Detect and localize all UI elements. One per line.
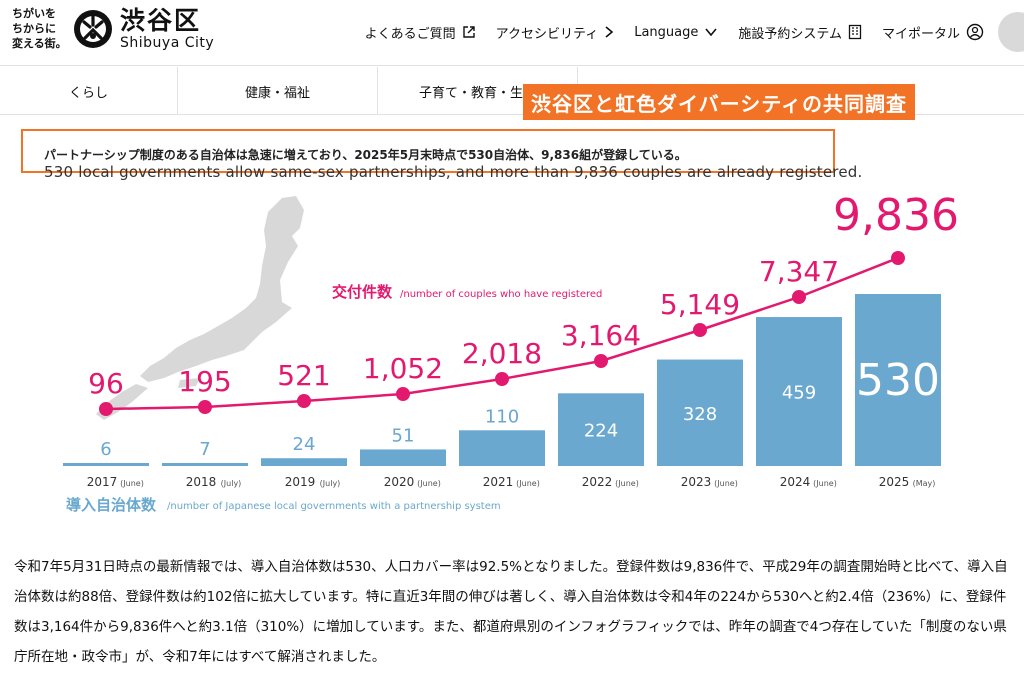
bar-value-label: 24	[293, 434, 316, 455]
line-point	[594, 354, 608, 368]
x-tick-label: 2017	[87, 475, 118, 489]
my-portal-link[interactable]: マイポータル	[882, 23, 984, 42]
summary-paragraph: 令和7年5月31日時点の最新情報では、導入自治体数は530、人口カバー率は92.…	[14, 559, 1008, 665]
x-tick-note: (June)	[417, 479, 441, 488]
bar-2021	[459, 430, 545, 466]
bar-value-label: 530	[856, 355, 940, 406]
line-value-label: 9,836	[833, 190, 959, 241]
bar-2024	[756, 317, 842, 466]
site-logo[interactable]: ちがいを ちからに 変える街。 渋谷区 Shibuya City	[12, 6, 214, 51]
line-value-label: 195	[178, 365, 231, 398]
x-tick-label: 2023	[681, 475, 712, 489]
bar-2025	[855, 294, 941, 466]
callout-highlight-box	[21, 129, 835, 173]
chevron-down-icon	[705, 28, 717, 37]
overlay-title-banner: 渋谷区と虹色ダイバーシティの共同調査	[523, 84, 915, 120]
x-tick-note: (June)	[615, 479, 639, 488]
x-tick-label: 2025	[879, 475, 910, 489]
user-circle-icon	[966, 23, 984, 41]
my-portal-label: マイポータル	[881, 26, 960, 42]
nav-tab-health-welfare[interactable]: 健康・福祉	[178, 67, 378, 115]
bar-2019	[261, 458, 347, 466]
line-value-label: 5,149	[660, 288, 740, 321]
bar-value-label: 110	[485, 406, 519, 427]
bar-value-label: 6	[100, 439, 111, 460]
line-value-label: 7,347	[759, 255, 839, 288]
bar-series-label-en: /number of Japanese local governments wi…	[167, 501, 501, 512]
bar-value-label: 459	[782, 383, 816, 404]
line-point	[891, 251, 905, 265]
line-point	[99, 402, 113, 416]
line-value-label: 3,164	[561, 319, 641, 352]
chevron-right-icon	[605, 26, 614, 38]
site-header: ちがいを ちからに 変える街。 渋谷区 Shibuya City よくあるご質問…	[0, 0, 1024, 66]
line-series-label-jp: 交付件数	[332, 283, 393, 301]
facility-booking-link[interactable]: 施設予約システム	[738, 23, 862, 42]
bar-2018	[162, 463, 248, 466]
utility-nav: よくあるご質問 アクセシビリティ Language 施設予約システム マイポータ…	[365, 12, 1024, 52]
accessibility-label: アクセシビリティ	[495, 26, 599, 42]
shibuya-emblem-icon	[74, 9, 112, 48]
city-name-en: Shibuya City	[120, 34, 215, 51]
menu-circle-button[interactable]	[998, 12, 1024, 52]
bar-value-label: 7	[199, 439, 210, 460]
bar-2017	[63, 463, 149, 466]
line-value-label: 2,018	[462, 337, 542, 370]
language-label: Language	[634, 24, 699, 40]
logo-slogan: ちがいを ちからに 変える街。	[12, 7, 67, 50]
callout-en-text: 530 local governments allow same-sex par…	[44, 163, 863, 181]
line-point	[495, 372, 509, 386]
line-point	[198, 400, 212, 414]
x-tick-note: (June)	[516, 479, 540, 488]
faq-link[interactable]: よくあるご質問	[365, 23, 476, 42]
bar-2023	[657, 359, 743, 466]
faq-label: よくあるご質問	[364, 26, 456, 42]
line-value-label: 96	[88, 367, 124, 400]
x-tick-label: 2022	[582, 475, 613, 489]
bar-2020	[360, 449, 446, 466]
line-point	[792, 290, 806, 304]
x-tick-label: 2018	[186, 475, 217, 489]
line-value-label: 521	[277, 359, 330, 392]
line-series-label-en: /number of couples who have registered	[400, 289, 602, 300]
bar-value-label: 328	[683, 404, 717, 425]
line-point	[693, 323, 707, 337]
bar-value-label: 51	[392, 425, 415, 446]
x-tick-note: (May)	[913, 479, 936, 488]
x-tick-note: (July)	[221, 479, 242, 488]
bar-series-label-jp: 導入自治体数	[66, 496, 157, 514]
facility-booking-label: 施設予約システム	[738, 26, 842, 42]
line-point	[297, 394, 311, 408]
accessibility-link[interactable]: アクセシビリティ	[496, 23, 615, 42]
line-value-label: 1,052	[363, 352, 443, 385]
x-tick-label: 2019	[285, 475, 316, 489]
x-tick-note: (June)	[714, 479, 738, 488]
main-nav: くらし 健康・福祉 子育て・教育・生涯	[0, 67, 1024, 115]
x-tick-label: 2020	[384, 475, 415, 489]
line-point	[396, 387, 410, 401]
x-tick-note: (June)	[120, 479, 144, 488]
bar-value-label: 224	[584, 421, 618, 442]
callout-jp-text: パートナーシップ制度のある自治体は急速に増えており、2025年5月末時点で530…	[44, 148, 687, 162]
city-name-jp: 渋谷区	[120, 5, 202, 35]
nav-tab-living[interactable]: くらし	[0, 67, 178, 115]
external-link-icon	[462, 26, 475, 38]
x-tick-note: (July)	[320, 479, 341, 488]
japan-map-icon	[96, 196, 304, 420]
building-icon	[848, 24, 862, 40]
x-tick-label: 2021	[483, 475, 514, 489]
x-tick-label: 2024	[780, 475, 811, 489]
language-selector[interactable]: Language	[634, 25, 718, 40]
bar-2022	[558, 393, 644, 466]
x-tick-note: (June)	[813, 479, 837, 488]
